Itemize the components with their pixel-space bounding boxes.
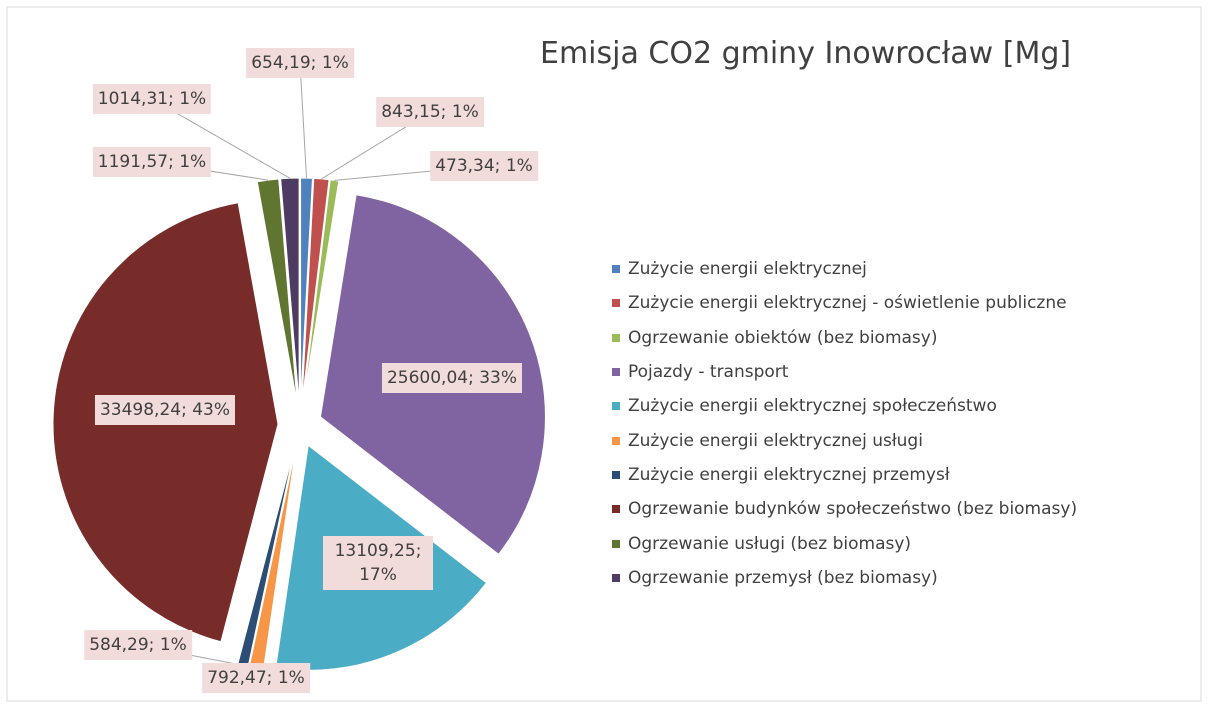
legend-swatch [612, 436, 620, 445]
legend-item: Ogrzewanie budynków społeczeństwo (bez b… [612, 492, 1077, 526]
legend-item: Zużycie energii elektrycznej usługi [612, 423, 1077, 457]
data-label: 654,19; 1% [246, 48, 354, 78]
legend-label: Zużycie energii elektrycznej przemysł [628, 464, 950, 485]
legend-item: Zużycie energii elektrycznej społeczeńst… [612, 389, 1077, 423]
legend-item: Ogrzewanie przemysł (bez biomasy) [612, 561, 1077, 595]
leader-line [299, 62, 308, 179]
legend-item: Pojazdy - transport [612, 355, 1077, 389]
legend-label: Ogrzewanie budynków społeczeństwo (bez b… [628, 499, 1078, 520]
legend-swatch [612, 368, 620, 377]
legend-swatch [612, 333, 620, 342]
data-label: 13109,25; 17% [323, 536, 433, 590]
legend-swatch [612, 299, 620, 308]
legend: Zużycie energii elektrycznej Zużycie ener… [612, 252, 1077, 595]
legend-label: Ogrzewanie obiektów (bez biomasy) [628, 327, 938, 348]
legend-label: Zużycie energii elektrycznej - oświetlen… [628, 293, 1067, 314]
legend-swatch [612, 539, 620, 548]
data-label: 1014,31; 1% [92, 84, 212, 114]
legend-item: Ogrzewanie usługi (bez biomasy) [612, 526, 1077, 560]
legend-label: Pojazdy - transport [628, 362, 789, 383]
legend-label: Ogrzewanie przemysł (bez biomasy) [628, 567, 938, 588]
legend-label: Zużycie energii elektrycznej społeczeńst… [628, 396, 997, 417]
pie-slice [280, 177, 300, 404]
data-label: 1191,57; 1% [92, 147, 212, 177]
legend-label: Zużycie energii elektrycznej usługi [628, 430, 923, 451]
legend-item: Zużycie energii elektrycznej [612, 252, 1077, 286]
legend-label: Ogrzewanie usługi (bez biomasy) [628, 533, 912, 554]
legend-swatch [612, 505, 620, 514]
legend-swatch [612, 470, 620, 479]
data-label: 33498,24; 43% [94, 395, 236, 425]
data-label: 473,34; 1% [430, 151, 538, 181]
data-label: 843,15; 1% [376, 97, 484, 127]
data-label: 25600,04; 33% [381, 363, 523, 393]
legend-label: Zużycie energii elektrycznej [628, 259, 867, 280]
legend-item: Ogrzewanie obiektów (bez biomasy) [612, 321, 1077, 355]
legend-item: Zużycie energii elektrycznej - oświetlen… [612, 286, 1077, 320]
legend-item: Zużycie energii elektrycznej przemysł [612, 458, 1077, 492]
chart-title: Emisja CO2 gminy Inowrocław [Mg] [540, 36, 1072, 71]
data-label: 584,29; 1% [84, 630, 192, 660]
legend-swatch [612, 402, 620, 411]
legend-swatch [612, 265, 620, 274]
pie-slice [300, 177, 313, 404]
legend-swatch [612, 573, 620, 582]
data-label: 792,47; 1% [202, 663, 310, 693]
